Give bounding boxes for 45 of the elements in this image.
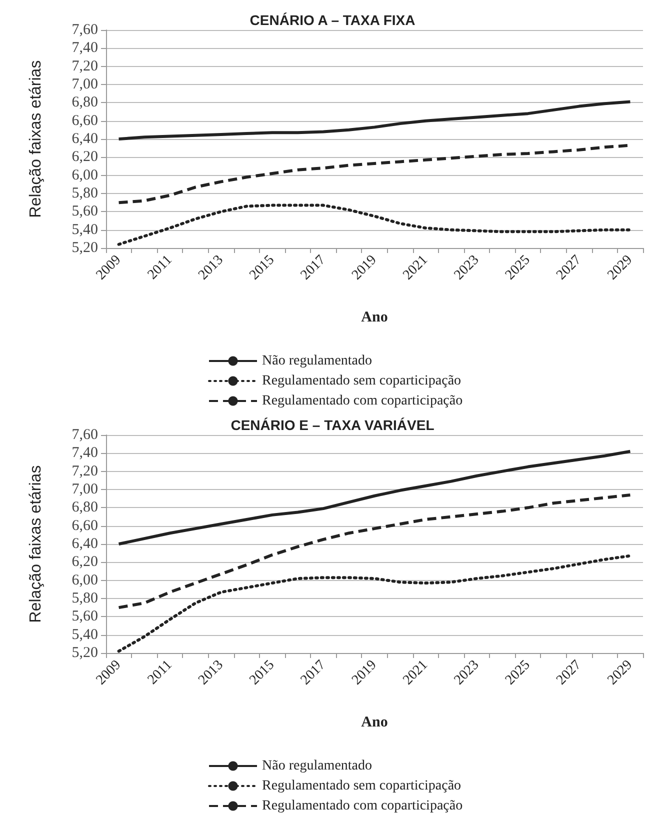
y-tick-label: 7,00 xyxy=(72,482,98,498)
line-series xyxy=(117,100,632,140)
y-tick-label: 6,40 xyxy=(72,536,98,552)
y-tick-label: 7,60 xyxy=(72,22,98,38)
legend-label: Regulamentado com coparticipação xyxy=(262,798,463,814)
legend-label: Regulamentado com coparticipação xyxy=(262,394,463,408)
y-tick-label: 6,80 xyxy=(72,94,98,111)
y-tick-label: 7,20 xyxy=(72,463,98,480)
y-tick-label: 5,60 xyxy=(72,608,98,625)
line-series xyxy=(117,554,632,653)
y-tick-label: 6,00 xyxy=(72,572,98,588)
y-tick-label: 7,40 xyxy=(72,40,98,56)
y-tick-label: 6,60 xyxy=(72,112,98,129)
y-tick-label: 7,00 xyxy=(72,76,98,92)
x-tick-label: 2011 xyxy=(145,252,176,283)
y-tick-label: 5,80 xyxy=(72,186,98,202)
chart-title: CENÁRIO E – TAXA VARIÁVEL xyxy=(230,417,435,433)
line-series xyxy=(117,450,632,546)
y-axis-title: Relação faixas etárias xyxy=(28,465,44,623)
legend-label: Regulamentado sem coparticipação xyxy=(262,374,462,388)
y-tick-label: 6,40 xyxy=(72,131,98,147)
legend-label: Regulamentado sem coparticipação xyxy=(262,778,462,794)
line-series xyxy=(117,204,632,246)
y-tick-label: 6,80 xyxy=(72,500,98,516)
y-tick-label: 6,20 xyxy=(72,149,98,166)
y-axis-title: Relação faixas etárias xyxy=(28,60,44,218)
y-tick-label: 5,20 xyxy=(72,240,98,256)
y-tick-label: 5,40 xyxy=(72,222,98,238)
line-series xyxy=(117,493,632,610)
y-tick-label: 6,20 xyxy=(72,554,98,570)
x-axis-title: Ano xyxy=(361,310,388,326)
x-tick-label: 2011 xyxy=(145,658,176,688)
y-tick-label: 6,60 xyxy=(72,518,98,534)
y-tick-label: 5,40 xyxy=(72,626,98,643)
y-tick-label: 5,80 xyxy=(72,590,98,606)
x-axis-title: Ano xyxy=(361,714,388,730)
y-tick-label: 7,60 xyxy=(72,427,98,443)
y-tick-label: 7,20 xyxy=(72,58,98,74)
y-tick-label: 6,00 xyxy=(72,167,98,184)
legend-label: Não regulamentado xyxy=(262,354,372,368)
legend-label: Não regulamentado xyxy=(262,758,372,774)
chart-title: CENÁRIO A – TAXA FIXA xyxy=(250,12,416,28)
y-tick-label: 5,20 xyxy=(72,645,98,661)
y-tick-label: 7,40 xyxy=(72,445,98,462)
y-tick-label: 5,60 xyxy=(72,204,98,220)
